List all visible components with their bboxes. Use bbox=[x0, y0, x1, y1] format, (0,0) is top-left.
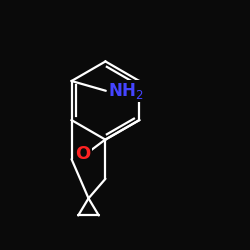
Text: NH$_2$: NH$_2$ bbox=[108, 81, 144, 101]
Text: O: O bbox=[76, 145, 91, 163]
